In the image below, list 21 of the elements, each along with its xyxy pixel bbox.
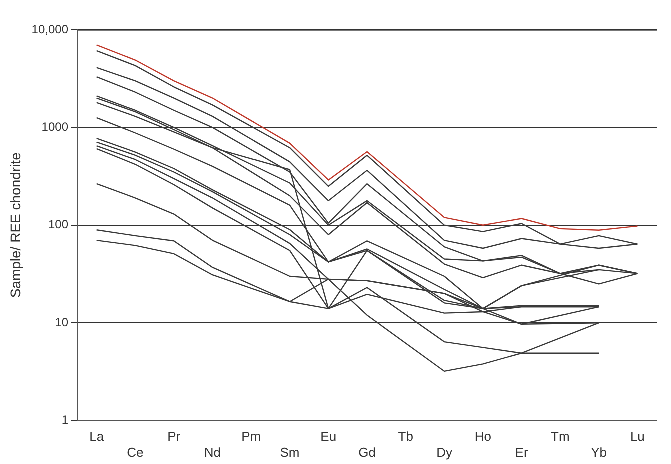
x-tick-label: Eu bbox=[320, 429, 337, 444]
x-tick-label: Pm bbox=[242, 429, 262, 444]
x-tick-label: La bbox=[90, 429, 105, 444]
y-axis-title: Sample/ REE chondrite bbox=[7, 152, 24, 298]
x-tick-label: Pr bbox=[168, 429, 182, 444]
x-tick-label: Tb bbox=[398, 429, 414, 444]
y-tick-label: 100 bbox=[48, 218, 69, 232]
x-tick-label: Ho bbox=[474, 429, 492, 444]
x-tick-label: Nd bbox=[204, 444, 222, 460]
y-tick-label: 1000 bbox=[42, 120, 69, 134]
x-tick-label: Yb bbox=[591, 444, 608, 460]
y-tick-label: 10 bbox=[55, 315, 69, 330]
x-tick-label: Sm bbox=[280, 444, 300, 460]
x-tick-label: Ce bbox=[127, 444, 144, 460]
x-tick-label: Er bbox=[515, 444, 529, 460]
y-tick-label: 10,000 bbox=[32, 22, 69, 36]
x-tick-label: Tm bbox=[551, 429, 570, 444]
x-tick-label: Gd bbox=[358, 444, 376, 460]
x-tick-label: Dy bbox=[436, 444, 453, 460]
y-tick-label: 1 bbox=[62, 413, 69, 428]
x-tick-label: Lu bbox=[630, 429, 645, 444]
